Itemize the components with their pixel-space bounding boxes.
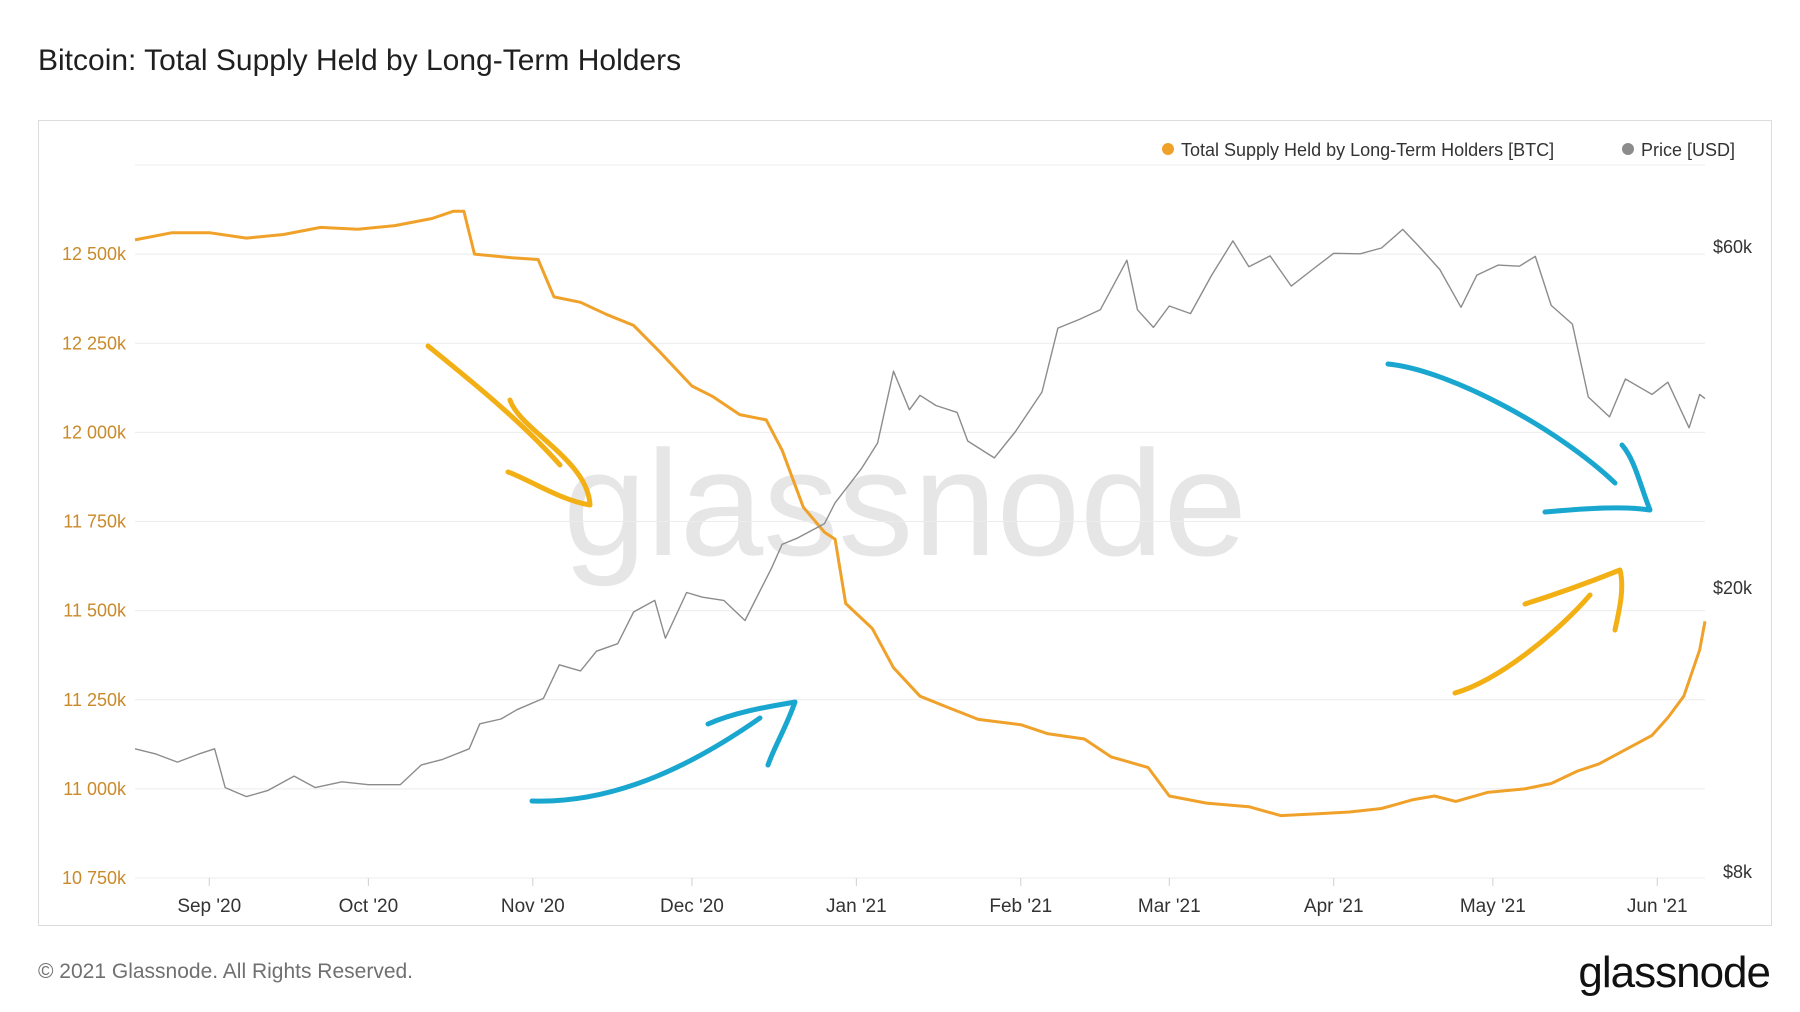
orange-arrow-down-left-head xyxy=(505,397,593,508)
x-tick-label: Mar '21 xyxy=(1138,896,1201,917)
legend-label: Total Supply Held by Long-Term Holders [… xyxy=(1181,140,1554,160)
orange-arrow-down-left xyxy=(425,343,563,468)
blue-arrow-up-left xyxy=(529,715,763,804)
chart-title: Bitcoin: Total Supply Held by Long-Term … xyxy=(38,44,682,77)
lth-supply-line xyxy=(134,209,1707,818)
right-tick-label: $60k xyxy=(1713,237,1753,257)
x-tick-label: Feb '21 xyxy=(989,896,1052,917)
legend-label: Price [USD] xyxy=(1641,140,1735,160)
orange-arrow-up-right-head xyxy=(1522,567,1625,633)
legend-marker xyxy=(1622,143,1634,155)
left-tick-label: 11 250k xyxy=(63,690,127,710)
blue-arrow-down-right-head xyxy=(1542,442,1653,515)
x-axis: Sep '20 Oct '20 Nov '20 Dec '20 Jan '21 Feb '… xyxy=(177,878,1688,917)
left-tick-label: 11 000k xyxy=(63,779,127,799)
left-axis: 10 750k 11 000k 11 250k 11 500k 11 750k 12 00… xyxy=(62,244,127,888)
watermark-text: glassnode xyxy=(563,419,1247,587)
x-tick-label: May '21 xyxy=(1460,896,1526,917)
x-tick-label: Dec '20 xyxy=(660,896,724,917)
orange-arrow-up-right xyxy=(1452,592,1593,696)
right-axis: $8k $20k $60k xyxy=(1713,237,1753,882)
copyright-footer: © 2021 Glassnode. All Rights Reserved. xyxy=(38,960,414,983)
x-tick-label: Jun '21 xyxy=(1627,896,1688,917)
left-tick-label: 11 500k xyxy=(63,601,127,621)
price-line xyxy=(134,228,1706,798)
blue-arrow-down-right xyxy=(1385,361,1618,486)
chart-frame xyxy=(38,120,1772,926)
x-tick-label: Jan '21 xyxy=(826,896,887,917)
blue-arrow-up-left-head xyxy=(705,699,798,768)
left-tick-label: 11 750k xyxy=(63,512,127,532)
left-tick-label: 12 250k xyxy=(62,333,127,353)
left-tick-label: 10 750k xyxy=(62,868,127,888)
x-tick-label: Sep '20 xyxy=(177,896,241,917)
grid-lines xyxy=(135,164,1705,879)
legend-marker xyxy=(1162,143,1174,155)
right-tick-label: $20k xyxy=(1713,578,1753,598)
x-tick-label: Apr '21 xyxy=(1304,896,1364,917)
left-tick-label: 12 000k xyxy=(62,422,127,442)
x-tick-label: Oct '20 xyxy=(339,896,399,917)
left-tick-label: 12 500k xyxy=(62,244,127,264)
hand-drawn-arrows xyxy=(425,343,1653,804)
legend[interactable]: Total Supply Held by Long-Term Holders [… xyxy=(1162,140,1735,160)
x-tick-label: Nov '20 xyxy=(501,896,565,917)
series-group xyxy=(134,209,1707,818)
glassnode-logo: glassnode xyxy=(1578,948,1771,997)
right-tick-label: $8k xyxy=(1723,862,1753,882)
